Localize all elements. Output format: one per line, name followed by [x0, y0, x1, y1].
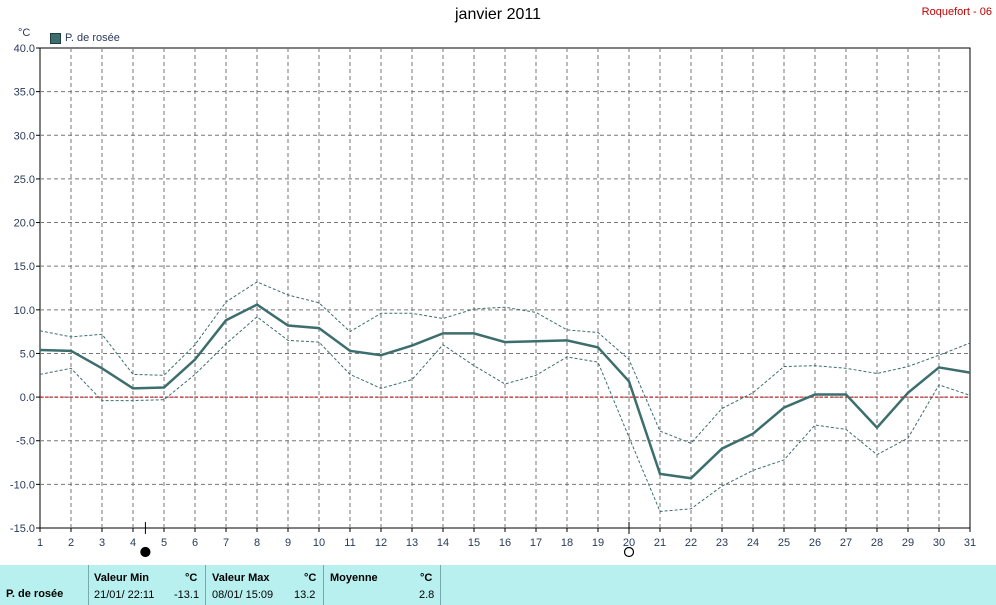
grid: [39, 47, 971, 529]
max-heading: Valeur Max: [212, 572, 270, 584]
x-tick-label: 29: [902, 537, 914, 549]
summary-bar: P. de rosée Valeur Min °C 21/01/ 22:11 -…: [0, 565, 996, 605]
summary-divider: [440, 565, 441, 605]
x-tick-label: 24: [747, 537, 759, 549]
legend-label: P. de rosée: [65, 32, 120, 44]
y-tick-label: 20.0: [14, 218, 35, 230]
min-unit: °C: [185, 572, 198, 584]
x-tick-label: 12: [375, 537, 387, 549]
chart-title: janvier 2011: [455, 6, 541, 23]
y-tick-label: -10.0: [10, 479, 35, 491]
summary-divider: [205, 565, 206, 605]
x-tick-label: 7: [223, 537, 229, 549]
x-tick-label: 10: [313, 537, 325, 549]
series-layer: [39, 281, 971, 512]
x-tick-label: 25: [778, 537, 790, 549]
x-tick-label: 14: [437, 537, 449, 549]
y-tick-label: 15.0: [14, 261, 35, 273]
min-value: -13.1: [174, 589, 200, 601]
x-tick-label: 23: [716, 537, 728, 549]
x-axis-ticks: 1 2 3 4 5 6 7 8 9 10 11 12 13 14 15 16 17 18 19 20 21 22 23 24 2…: [37, 528, 976, 549]
x-tick-label: 28: [871, 537, 883, 549]
x-tick-label: 4: [130, 537, 136, 549]
x-tick-label: 31: [964, 537, 976, 549]
dew-point-chart: 40.0 35.0 30.0 25.0 20.0 15.0 10.0 5.0 0.0 -5.0 -1…: [10, 43, 976, 558]
series-line-mean: [39, 303, 971, 480]
y-tick-label: 10.0: [14, 305, 35, 317]
series-line-max: [39, 281, 971, 444]
max-value: 13.2: [294, 589, 316, 601]
new-moon-icon: [140, 546, 151, 558]
y-tick-label: -5.0: [16, 436, 35, 448]
x-tick-label: 6: [192, 537, 198, 549]
legend-swatch: [50, 32, 61, 44]
moon-markers: [140, 522, 635, 558]
x-tick-label: 11: [344, 537, 355, 549]
min-heading: Valeur Min: [94, 572, 150, 584]
max-date: 08/01/ 15:09: [212, 589, 274, 601]
avg-heading: Moyenne: [330, 572, 378, 584]
y-tick-label: -15.0: [10, 523, 35, 535]
max-unit: °C: [304, 572, 317, 584]
x-tick-label: 3: [99, 537, 105, 549]
x-tick-label: 19: [592, 537, 604, 549]
x-tick-label: 13: [406, 537, 418, 549]
x-tick-label: 9: [285, 537, 291, 549]
x-tick-label: 15: [468, 537, 480, 549]
y-tick-label: 40.0: [14, 43, 35, 55]
avg-value: 2.8: [419, 589, 435, 601]
x-tick-label: 22: [685, 537, 697, 549]
x-tick-label: 27: [840, 537, 852, 549]
summary-divider: [88, 565, 89, 605]
full-moon-icon: [623, 546, 635, 558]
x-tick-label: 20: [623, 537, 635, 549]
legend: P. de rosée: [50, 32, 120, 44]
summary-divider: [323, 565, 324, 605]
y-tick-label: 30.0: [14, 130, 35, 142]
avg-unit: °C: [420, 572, 433, 584]
x-tick-label: 21: [654, 537, 666, 549]
y-tick-label: 25.0: [14, 174, 35, 186]
x-tick-label: 26: [809, 537, 821, 549]
x-tick-label: 2: [68, 537, 74, 549]
x-tick-label: 30: [933, 537, 945, 549]
y-tick-label: 35.0: [14, 87, 35, 99]
x-tick-label: 5: [161, 537, 167, 549]
x-tick-label: 18: [561, 537, 573, 549]
x-tick-label: 17: [530, 537, 542, 549]
y-axis-unit: °C: [18, 27, 31, 39]
summary-series-label: P. de rosée: [6, 588, 64, 600]
y-tick-label: 0.0: [20, 392, 35, 404]
y-axis-ticks: 40.0 35.0 30.0 25.0 20.0 15.0 10.0 5.0 0.0 -5.0 -1…: [10, 43, 40, 535]
min-date: 21/01/ 22:11: [94, 589, 155, 601]
x-tick-label: 16: [499, 537, 511, 549]
station-name: Roquefort - 06: [921, 6, 992, 18]
x-tick-label: 1: [37, 537, 43, 549]
y-tick-label: 5.0: [20, 348, 35, 360]
x-tick-label: 8: [254, 537, 260, 549]
